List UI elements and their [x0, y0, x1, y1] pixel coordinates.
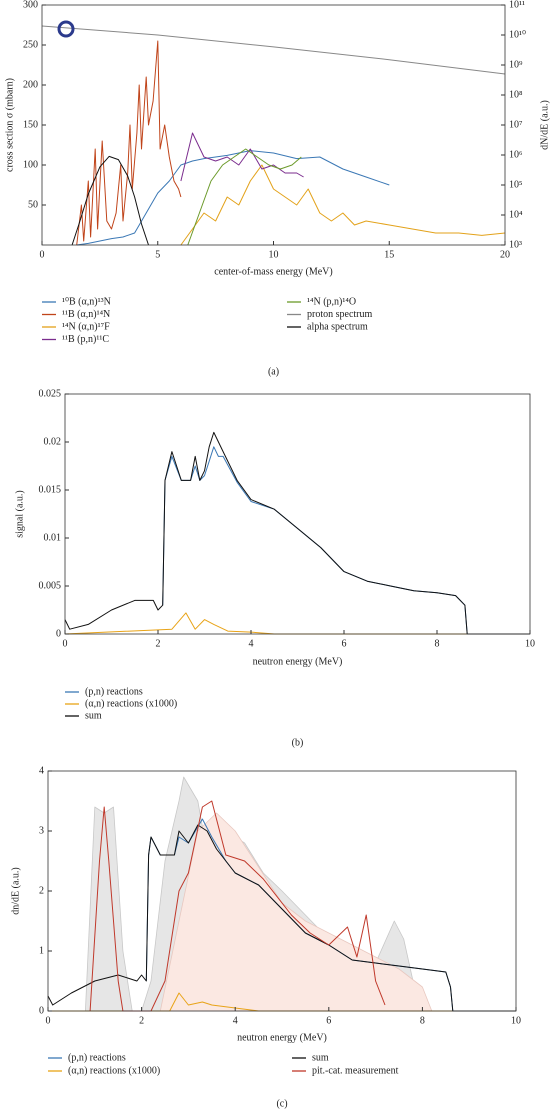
legend-label: ¹⁴N (p,n)¹⁴O [307, 296, 356, 307]
y2-tick-label: 10⁵ [509, 179, 523, 190]
legend-label: ¹⁴N (α,n)¹⁷F [62, 321, 110, 332]
y-tick-label: 0.01 [44, 532, 62, 543]
legend-label: sum [85, 710, 102, 721]
series-line [71, 155, 149, 246]
y-tick-label: 0.015 [39, 484, 62, 495]
y-tick-label: 0 [56, 628, 61, 639]
series-line [64, 612, 530, 635]
x-tick-label: 15 [384, 249, 394, 260]
series-line [180, 164, 506, 246]
x-tick-label: 0 [46, 1015, 51, 1026]
x-tick-label: 2 [139, 1015, 144, 1026]
legend-label: ¹¹B (p,n)¹¹C [62, 334, 109, 345]
legend-label: ¹⁰B (α,n)¹³N [62, 296, 111, 307]
x-tick-label: 20 [500, 249, 510, 260]
plot-frame [64, 393, 531, 635]
plot-frame [41, 4, 506, 246]
x-tick-label: 10 [525, 638, 535, 649]
y2-tick-label: 10⁴ [509, 209, 523, 220]
series-line [76, 40, 182, 246]
legend-label: (p,n) reactions [68, 1052, 126, 1063]
legend-label: pit.-cat. measurement [312, 1065, 399, 1076]
legend-label: (α,n) reactions (x1000) [85, 698, 177, 709]
y2-tick-label: 10¹⁰ [509, 29, 526, 40]
series-line [64, 431, 530, 635]
y-tick-label: 0.02 [44, 436, 62, 447]
y-tick-label: 100 [23, 159, 38, 170]
x-tick-label: 6 [326, 1015, 331, 1026]
x-tick-label: 0 [63, 638, 68, 649]
legend-label: (p,n) reactions [85, 686, 143, 697]
panel-label: (a) [268, 366, 279, 377]
y2-tick-label: 10⁶ [509, 149, 523, 160]
y-tick-label: 2 [39, 885, 44, 896]
panel-label: (c) [276, 1098, 287, 1109]
x-axis-title: neutron energy (MeV) [237, 1032, 327, 1043]
y2-tick-label: 10¹¹ [509, 0, 525, 10]
y-tick-label: 0.025 [39, 388, 62, 399]
y2-tick-label: 10⁸ [509, 89, 523, 100]
x-tick-label: 2 [156, 638, 161, 649]
y2-axis-title: dN/dE (a.u.) [539, 100, 550, 150]
x-axis-title: center-of-mass energy (MeV) [214, 266, 332, 277]
legend-label: ¹¹B (α,n)¹⁴N [62, 309, 110, 320]
series-line [48, 992, 516, 1012]
legend-label: (α,n) reactions (x1000) [68, 1065, 160, 1076]
x-tick-label: 10 [269, 249, 279, 260]
y-tick-label: 0 [39, 1005, 44, 1016]
panel-label: (b) [292, 737, 304, 748]
x-tick-label: 4 [233, 1015, 238, 1026]
y2-tick-label: 10⁹ [509, 59, 523, 70]
legend-label: proton spectrum [307, 309, 372, 320]
x-tick-label: 10 [511, 1015, 521, 1026]
y-tick-label: 300 [23, 0, 38, 10]
y-tick-label: 250 [23, 39, 38, 50]
y-tick-label: 200 [23, 79, 38, 90]
x-tick-label: 8 [420, 1015, 425, 1026]
x-tick-label: 4 [249, 638, 254, 649]
series-line [76, 150, 390, 246]
legend-label: alpha spectrum [307, 321, 368, 332]
x-tick-label: 5 [155, 249, 160, 260]
y-tick-label: 150 [23, 119, 38, 130]
y-tick-label: 1 [39, 945, 44, 956]
y-tick-label: 0.005 [39, 580, 62, 591]
x-tick-label: 0 [40, 249, 45, 260]
series-line [89, 800, 386, 1012]
x-tick-label: 8 [435, 638, 440, 649]
series-line [41, 25, 506, 75]
x-tick-label: 6 [342, 638, 347, 649]
y2-tick-label: 10³ [509, 239, 522, 250]
legend-label: sum [312, 1052, 329, 1063]
series-line [187, 148, 302, 246]
series-line [47, 824, 516, 1012]
y-axis-title: signal (a.u.) [14, 490, 25, 538]
highlight-circle [57, 20, 75, 38]
y-tick-label: 4 [39, 765, 44, 776]
y-axis-title: cross section σ (mbarn) [4, 78, 15, 172]
series-line [162, 446, 468, 635]
x-axis-title: neutron energy (MeV) [253, 656, 343, 667]
y-tick-label: 50 [28, 199, 38, 210]
y-tick-label: 3 [39, 825, 44, 836]
y-axis-title: dn/dE (a.u.) [10, 867, 21, 915]
y2-tick-label: 10⁷ [509, 119, 523, 130]
series-line [180, 132, 304, 182]
